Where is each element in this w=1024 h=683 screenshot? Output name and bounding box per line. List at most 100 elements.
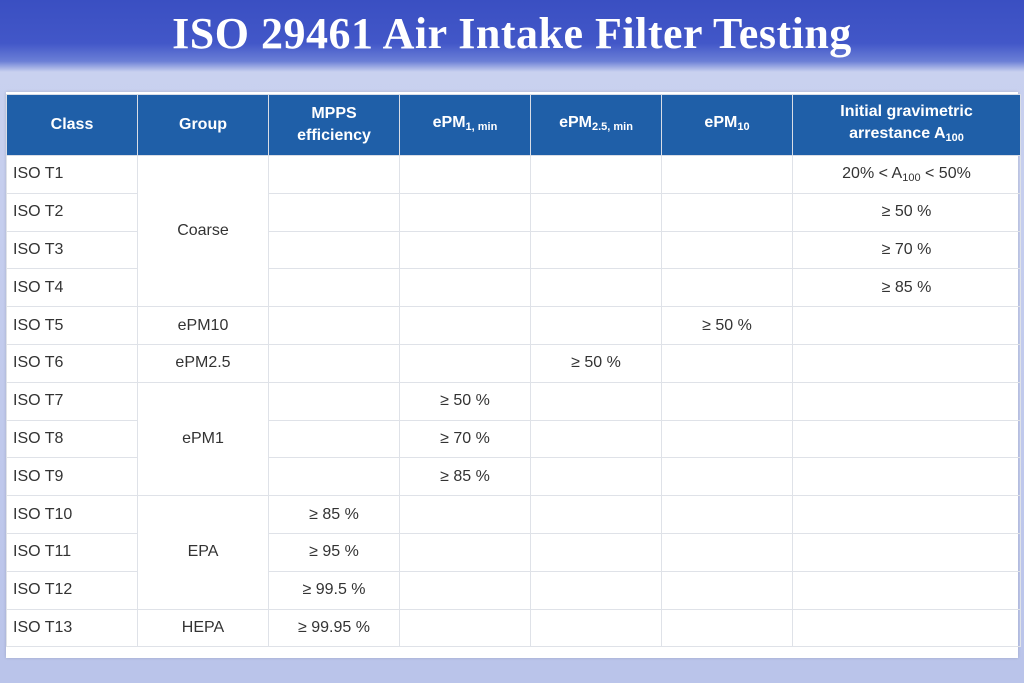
mpps-cell: ≥ 95 % — [268, 532, 400, 572]
epm1-cell — [399, 155, 531, 194]
epm25-cell — [530, 608, 662, 648]
mpps-cell — [268, 457, 400, 497]
header-mpps-line2: efficiency — [297, 127, 371, 144]
class-cell: ISO T10 — [6, 495, 138, 534]
class-cell: ISO T2 — [6, 192, 138, 232]
arrest-cell — [792, 570, 1021, 610]
mpps-cell — [268, 230, 400, 270]
mpps-cell — [268, 155, 400, 194]
epm1-cell — [399, 532, 531, 572]
header-mpps: MPPS efficiency — [268, 94, 400, 156]
header-arrest-line2: arrestance A — [849, 125, 946, 142]
class-cell: ISO T11 — [6, 532, 138, 572]
arrest-cell — [792, 419, 1021, 459]
arrest-cell: ≥ 50 % — [792, 192, 1021, 232]
mpps-cell — [268, 192, 400, 232]
table-row: ISO T4 ≥ 85 % — [6, 268, 1021, 308]
table-row: ISO T10 EPA ≥ 85 % — [6, 495, 1021, 610]
epm10-cell — [661, 570, 793, 610]
header-epm1-sub: 1, min — [465, 121, 498, 133]
arrest-cell: ≥ 70 % — [792, 230, 1021, 270]
epm1-cell — [399, 268, 531, 308]
group-cell-hepa: HEPA — [137, 608, 269, 648]
epm1-cell: ≥ 85 % — [399, 457, 531, 497]
arrest-cell: 20% < A100 < 50% — [792, 155, 1021, 194]
class-cell: ISO T9 — [6, 457, 138, 497]
iso-class-table: Class Group MPPS efficiency ePM1, min eP… — [6, 94, 1021, 648]
epm25-cell — [530, 532, 662, 572]
table-row: ISO T2 ≥ 50 % — [6, 192, 1021, 232]
header-arrest-sub: 100 — [945, 132, 964, 144]
class-cell: ISO T5 — [6, 306, 138, 345]
mpps-cell: ≥ 99.95 % — [268, 608, 400, 648]
epm10-cell — [661, 381, 793, 421]
epm10-cell — [661, 192, 793, 232]
class-cell: ISO T13 — [6, 608, 138, 648]
epm25-cell — [530, 419, 662, 459]
table-header-row: Class Group MPPS efficiency ePM1, min eP… — [6, 94, 1021, 156]
group-cell-epa: EPA — [137, 495, 269, 610]
header-epm25-base: ePM — [559, 114, 592, 131]
table-row: ISO T6 ePM2.5 ≥ 50 % — [6, 343, 1021, 383]
table-row: ISO T12 ≥ 99.5 % — [6, 570, 1021, 610]
epm10-cell — [661, 457, 793, 497]
epm1-cell — [399, 230, 531, 270]
epm25-cell — [530, 381, 662, 421]
arrest-cell: ≥ 85 % — [792, 268, 1021, 308]
arrest-cell — [792, 532, 1021, 572]
mpps-cell: ≥ 99.5 % — [268, 570, 400, 610]
epm1-cell — [399, 306, 531, 345]
title-bar: ISO 29461 Air Intake Filter Testing — [0, 0, 1024, 72]
header-arrest-line1: Initial gravimetric — [840, 103, 973, 120]
class-cell: ISO T8 — [6, 419, 138, 459]
epm25-cell — [530, 457, 662, 497]
class-cell: ISO T12 — [6, 570, 138, 610]
epm1-cell: ≥ 70 % — [399, 419, 531, 459]
arrest-pre: 20% < A — [842, 164, 903, 182]
epm10-cell — [661, 343, 793, 383]
group-cell-epm25: ePM2.5 — [137, 343, 269, 383]
table-row: ISO T11 ≥ 95 % — [6, 532, 1021, 572]
table-row: ISO T1 Coarse 20% < A100 < 50% — [6, 154, 1021, 308]
group-cell-epm1: ePM1 — [137, 381, 269, 497]
table-row: ISO T7 ePM1 ≥ 50 % — [6, 381, 1021, 497]
class-cell: ISO T6 — [6, 343, 138, 383]
epm1-cell: ≥ 50 % — [399, 381, 531, 421]
epm10-cell — [661, 608, 793, 648]
arrest-cell — [792, 381, 1021, 421]
header-epm25-sub: 2.5, min — [591, 121, 633, 133]
epm25-cell — [530, 192, 662, 232]
epm1-cell — [399, 343, 531, 383]
arrest-cell — [792, 457, 1021, 497]
epm10-cell — [661, 495, 793, 534]
header-epm1: ePM1, min — [399, 94, 531, 156]
epm25-cell — [530, 495, 662, 534]
arrest-post: < 50% — [920, 164, 971, 182]
mpps-cell — [268, 306, 400, 345]
arrest-cell — [792, 306, 1021, 345]
epm25-cell: ≥ 50 % — [530, 343, 662, 383]
class-cell: ISO T1 — [6, 155, 138, 194]
epm1-cell — [399, 570, 531, 610]
mpps-cell — [268, 343, 400, 383]
arrest-cell — [792, 343, 1021, 383]
arrest-sub: 100 — [902, 171, 921, 184]
mpps-cell — [268, 268, 400, 308]
header-epm10-base: ePM — [704, 114, 738, 131]
header-arrestance: Initial gravimetric arrestance A100 — [792, 94, 1021, 156]
epm10-cell — [661, 419, 793, 459]
table-row: ISO T9 ≥ 85 % — [6, 457, 1021, 497]
header-group: Group — [137, 94, 269, 156]
arrest-cell — [792, 495, 1021, 534]
epm25-cell — [530, 230, 662, 270]
table-row: ISO T3 ≥ 70 % — [6, 230, 1021, 270]
mpps-cell — [268, 419, 400, 459]
header-mpps-line1: MPPS — [311, 105, 357, 122]
table-row: ISO T5 ePM10 ≥ 50 % — [6, 306, 1021, 345]
header-epm10-sub: 10 — [737, 121, 750, 133]
mpps-cell — [268, 381, 400, 421]
epm1-cell — [399, 608, 531, 648]
group-cell-coarse: Coarse — [137, 154, 269, 308]
header-epm25: ePM2.5, min — [530, 94, 662, 156]
table-row: ISO T13 HEPA ≥ 99.95 % — [6, 608, 1021, 648]
